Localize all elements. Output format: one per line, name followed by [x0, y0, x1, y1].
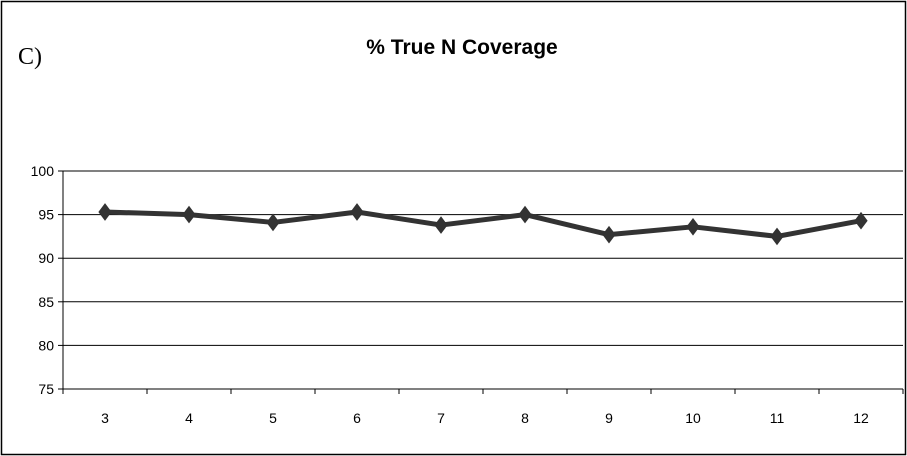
x-tick-label: 6	[353, 410, 361, 426]
x-tick-labels: 3 4 5 6 7 8 9 10 11 12	[101, 410, 869, 426]
y-tick-label: 100	[31, 163, 55, 179]
data-point-marker	[98, 203, 112, 221]
x-tick-label: 7	[437, 410, 445, 426]
x-tick-label: 12	[853, 410, 869, 426]
x-tick-label: 8	[521, 410, 529, 426]
x-tick-label: 10	[685, 410, 701, 426]
chart-title: % True N Coverage	[366, 36, 557, 59]
y-tick-label: 80	[38, 337, 54, 353]
y-tick-label: 95	[38, 207, 54, 223]
y-tick-labels: 75 80 85 90 95 100	[31, 163, 55, 397]
data-point-marker	[518, 205, 532, 224]
x-tick-label: 5	[269, 410, 277, 426]
x-tick-label: 4	[185, 410, 193, 426]
data-point-marker	[266, 213, 280, 232]
data-point-marker	[182, 205, 196, 224]
y-tick-label: 85	[38, 294, 54, 310]
axes	[58, 170, 904, 394]
x-tick-label: 11	[770, 410, 785, 426]
data-point-marker	[434, 216, 448, 234]
data-point-marker	[854, 211, 868, 230]
data-point-marker	[350, 203, 364, 221]
data-point-marker	[602, 225, 616, 244]
series-line	[104, 209, 862, 239]
panel-label: C)	[18, 44, 42, 70]
y-tick-label: 75	[38, 381, 54, 397]
series	[98, 203, 868, 246]
x-tick-label: 9	[605, 410, 613, 426]
data-point-marker	[686, 217, 700, 236]
data-point-marker	[770, 227, 784, 246]
y-tick-label: 90	[38, 250, 54, 266]
x-tick-label: 3	[101, 410, 109, 426]
